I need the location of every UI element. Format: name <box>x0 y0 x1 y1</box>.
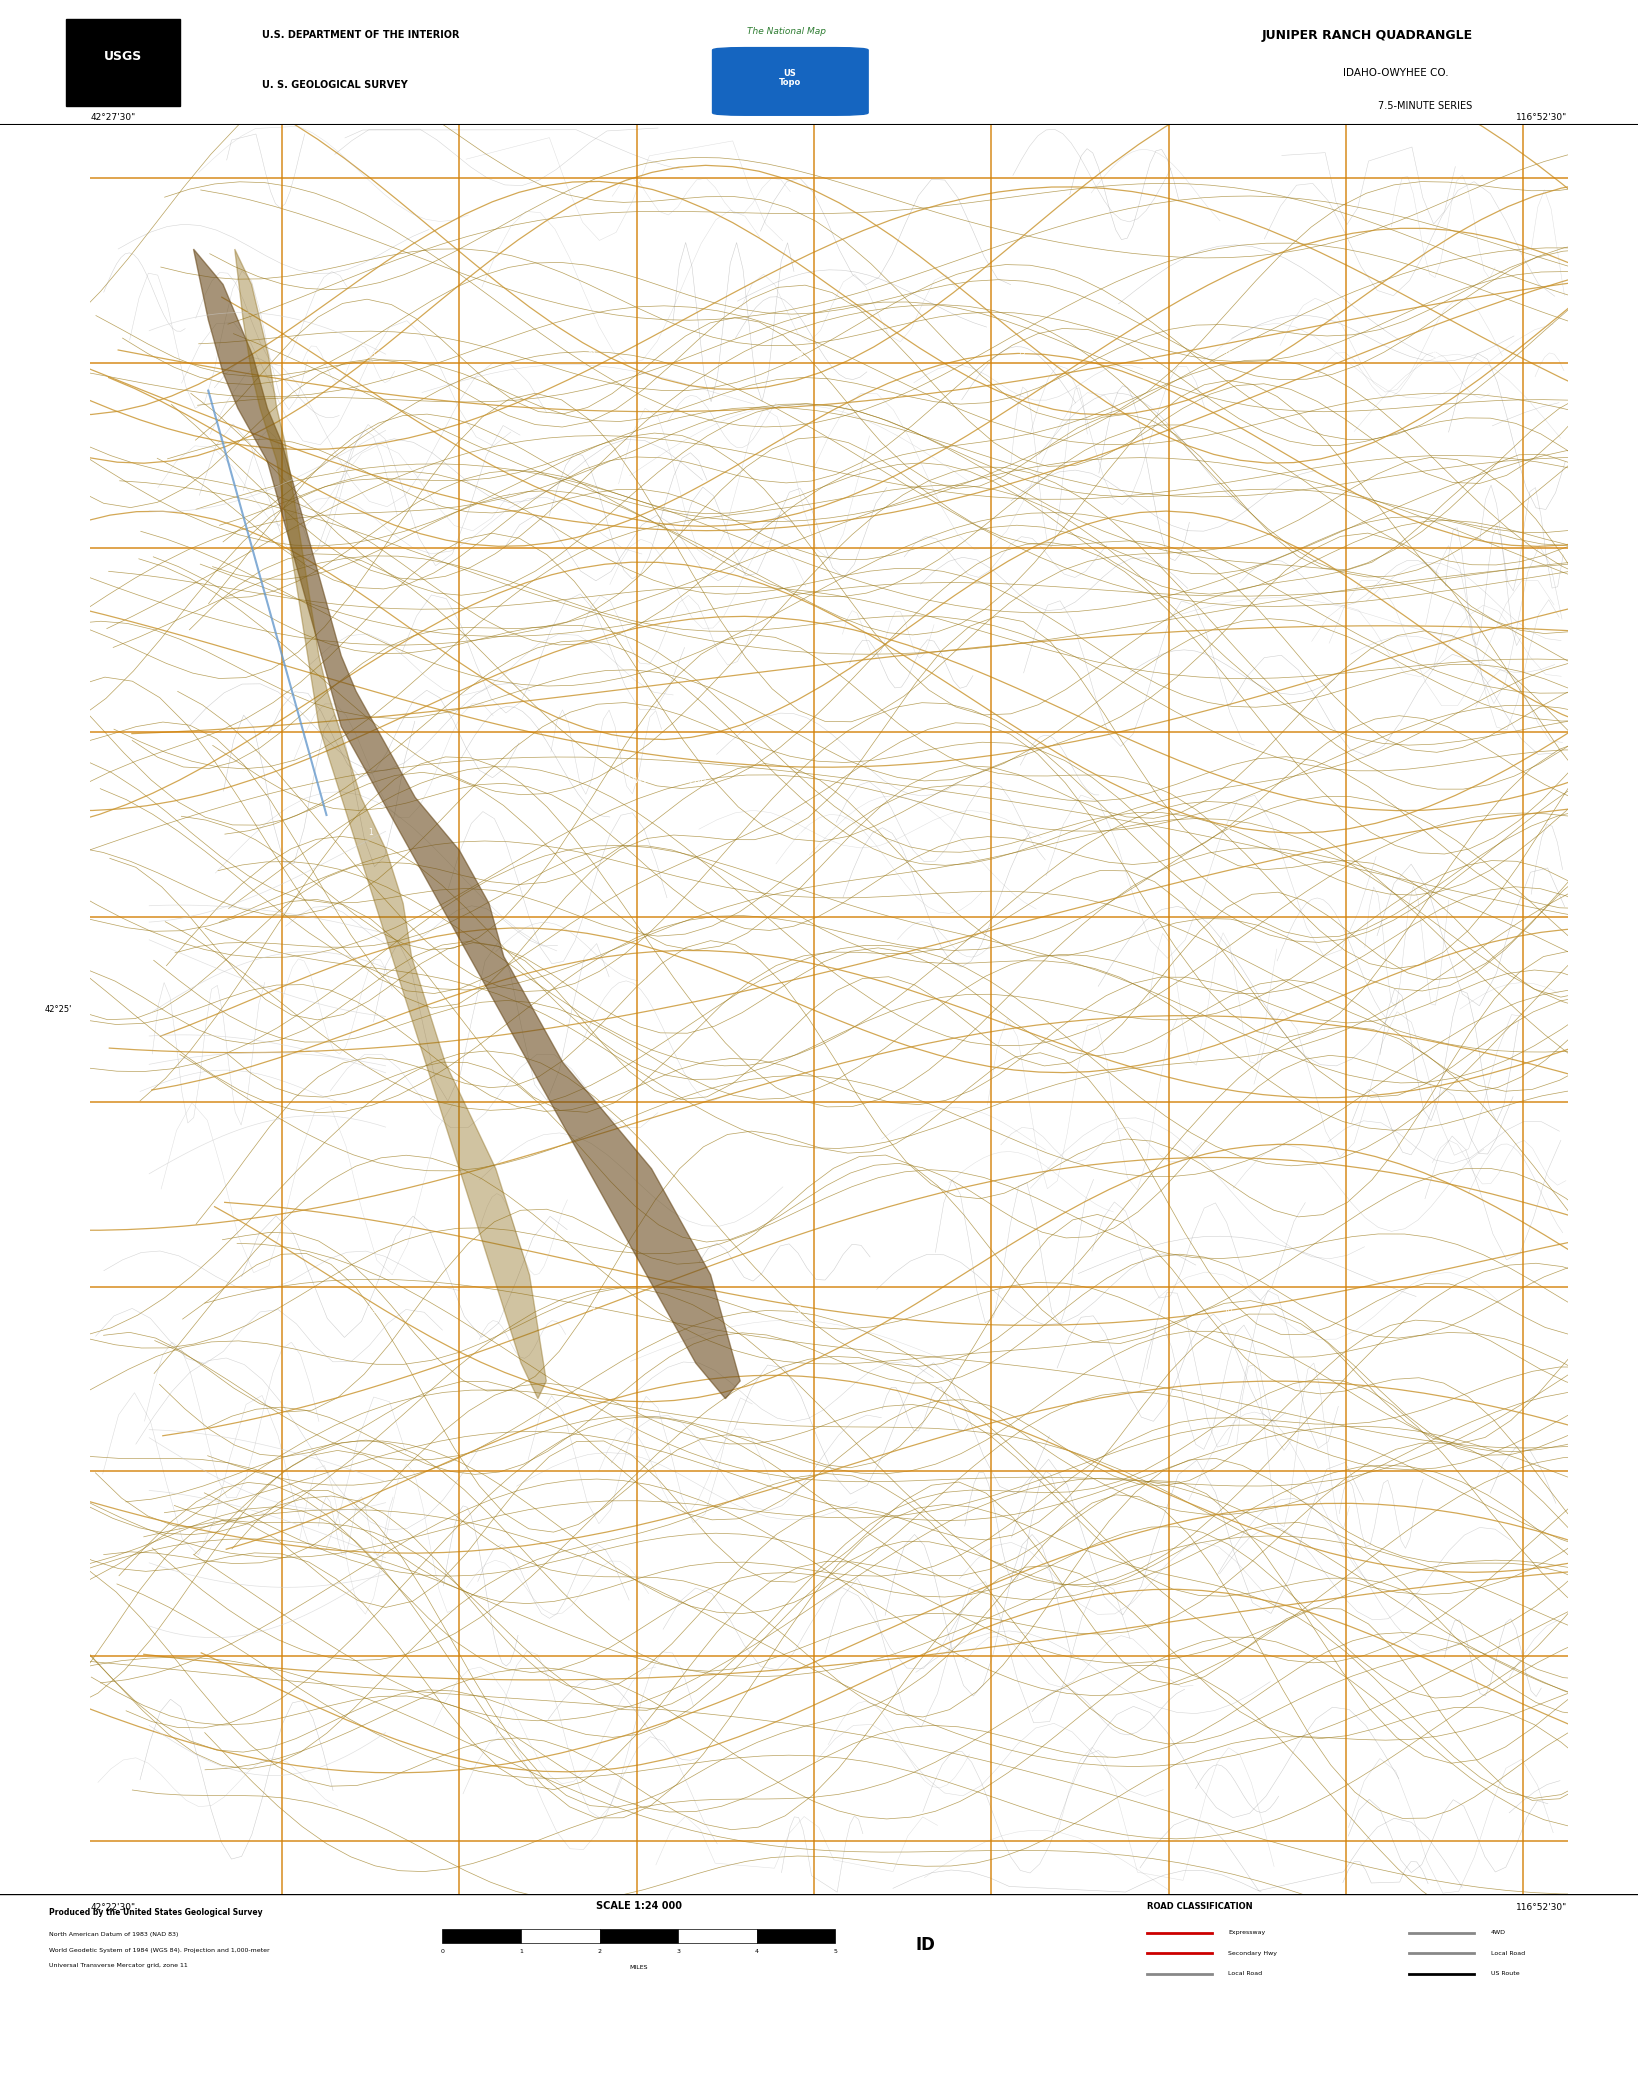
Bar <box>757 1929 835 1944</box>
Text: 8: 8 <box>798 1305 801 1315</box>
Text: 42°25': 42°25' <box>44 1004 72 1015</box>
Text: 4WD: 4WD <box>1491 1929 1505 1936</box>
Text: 34: 34 <box>1224 351 1233 359</box>
Text: 5: 5 <box>834 1948 837 1954</box>
Text: 5: 5 <box>796 829 801 837</box>
Text: 9: 9 <box>1019 1305 1024 1315</box>
Text: 42°27'30": 42°27'30" <box>90 113 136 121</box>
Text: 1: 1 <box>369 829 373 837</box>
Text: Universal Transverse Mercator grid, zone 11: Universal Transverse Mercator grid, zone… <box>49 1963 188 1967</box>
Text: 10: 10 <box>1224 1305 1232 1315</box>
Text: ROAD CLASSIFICATION: ROAD CLASSIFICATION <box>1147 1902 1251 1911</box>
Text: MILES: MILES <box>629 1965 649 1971</box>
Text: U.S. DEPARTMENT OF THE INTERIOR: U.S. DEPARTMENT OF THE INTERIOR <box>262 29 460 40</box>
Polygon shape <box>234 248 547 1399</box>
Text: 32: 32 <box>794 351 804 359</box>
Text: 0: 0 <box>441 1948 444 1954</box>
Text: 11: 11 <box>1430 1305 1440 1315</box>
Text: 3: 3 <box>1225 829 1230 837</box>
FancyBboxPatch shape <box>713 48 868 115</box>
Text: Expressway: Expressway <box>1228 1929 1266 1936</box>
Text: 2: 2 <box>598 1948 601 1954</box>
Bar <box>521 1929 600 1944</box>
FancyBboxPatch shape <box>66 19 180 106</box>
Text: Produced by the United States Geological Survey: Produced by the United States Geological… <box>49 1908 262 1917</box>
Text: SCALE 1:24 000: SCALE 1:24 000 <box>596 1900 681 1911</box>
Text: North American Datum of 1983 (NAD 83): North American Datum of 1983 (NAD 83) <box>49 1931 179 1938</box>
Text: ID: ID <box>916 1936 935 1954</box>
Text: US
Topo: US Topo <box>778 69 801 88</box>
Text: World Geodetic System of 1984 (WGS 84). Projection and 1,000-meter: World Geodetic System of 1984 (WGS 84). … <box>49 1948 270 1952</box>
Text: 12: 12 <box>365 1305 375 1315</box>
Text: 4: 4 <box>1019 829 1024 837</box>
Text: 36: 36 <box>365 351 375 359</box>
Bar <box>600 1929 678 1944</box>
Text: 2: 2 <box>1432 829 1437 837</box>
Text: Secondary Hwy: Secondary Hwy <box>1228 1950 1278 1956</box>
Bar <box>678 1929 757 1944</box>
Text: 42°22'30": 42°22'30" <box>90 1902 136 1913</box>
Bar <box>442 1929 521 1944</box>
Text: 7: 7 <box>590 1305 595 1315</box>
Text: 1: 1 <box>519 1948 523 1954</box>
Text: Local Road: Local Road <box>1228 1971 1263 1975</box>
Text: JUNIPER RANCH QUADRANGLE: JUNIPER RANCH QUADRANGLE <box>1261 29 1473 42</box>
Text: Owyhee Canyon: Owyhee Canyon <box>627 775 706 785</box>
Text: IDAHO-OWYHEE CO.: IDAHO-OWYHEE CO. <box>1343 67 1448 77</box>
Text: 35: 35 <box>1430 351 1440 359</box>
Text: The National Map: The National Map <box>747 27 826 35</box>
Text: 116°52'30": 116°52'30" <box>1517 113 1568 121</box>
Text: 4: 4 <box>755 1948 758 1954</box>
Text: USGS: USGS <box>103 50 143 63</box>
Text: 116°52'30": 116°52'30" <box>1517 1902 1568 1913</box>
Text: 6: 6 <box>590 829 595 837</box>
Text: 3: 3 <box>676 1948 680 1954</box>
Text: US Route: US Route <box>1491 1971 1518 1975</box>
Text: Local Road: Local Road <box>1491 1950 1525 1956</box>
Text: 7.5-MINUTE SERIES: 7.5-MINUTE SERIES <box>1378 102 1473 111</box>
Text: 31: 31 <box>588 351 598 359</box>
Text: U. S. GEOLOGICAL SURVEY: U. S. GEOLOGICAL SURVEY <box>262 79 408 90</box>
Text: 33: 33 <box>1016 351 1025 359</box>
Polygon shape <box>193 248 740 1399</box>
